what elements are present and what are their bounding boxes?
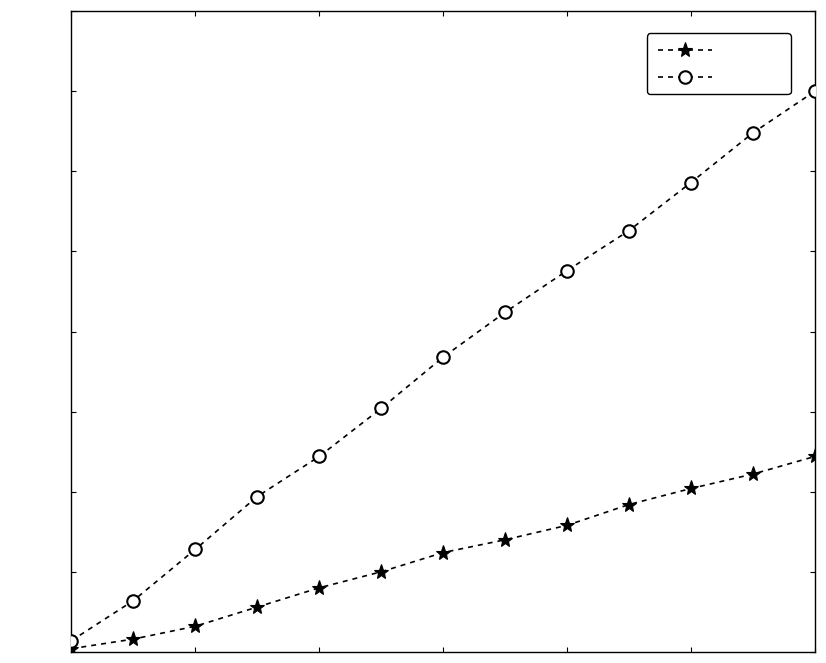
方位角 bbox=[686, 178, 696, 186]
方位角 bbox=[376, 404, 386, 412]
俧屰角 bbox=[314, 584, 324, 592]
方位角 bbox=[252, 493, 262, 501]
俧屰角 bbox=[748, 470, 758, 478]
方位角 bbox=[438, 353, 448, 361]
方位角 bbox=[810, 88, 820, 95]
Line: 俧屰角: 俧屰角 bbox=[64, 449, 823, 656]
方位角 bbox=[563, 267, 572, 274]
俧屰角 bbox=[624, 501, 634, 509]
俧屰角 bbox=[66, 644, 76, 652]
方位角 bbox=[748, 129, 758, 137]
俧屰角 bbox=[128, 635, 138, 643]
俧屰角 bbox=[810, 452, 820, 460]
方位角 bbox=[190, 546, 200, 554]
Legend: 俧屰角, 方位角: 俧屰角, 方位角 bbox=[647, 33, 791, 94]
俧屰角 bbox=[438, 548, 448, 556]
俧屰角 bbox=[190, 623, 200, 631]
俧屰角 bbox=[686, 485, 696, 493]
Line: 方位角: 方位角 bbox=[65, 85, 821, 647]
方位角 bbox=[128, 597, 138, 605]
俧屰角 bbox=[252, 603, 262, 611]
俧屰角 bbox=[501, 536, 510, 544]
方位角 bbox=[66, 636, 76, 644]
俧屰角 bbox=[376, 568, 386, 575]
方位角 bbox=[314, 452, 324, 460]
方位角 bbox=[501, 308, 510, 316]
方位角 bbox=[624, 227, 634, 235]
俧屰角 bbox=[563, 521, 572, 529]
